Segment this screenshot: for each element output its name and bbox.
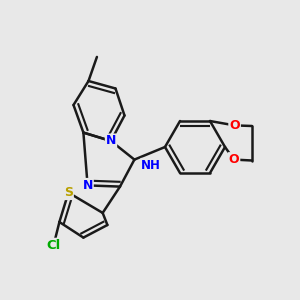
Text: N: N: [82, 179, 93, 192]
Text: Cl: Cl: [46, 239, 61, 252]
Text: O: O: [229, 153, 239, 166]
Text: S: S: [64, 186, 73, 199]
Text: N: N: [106, 134, 116, 148]
Text: O: O: [229, 119, 240, 132]
Text: NH: NH: [141, 159, 161, 172]
